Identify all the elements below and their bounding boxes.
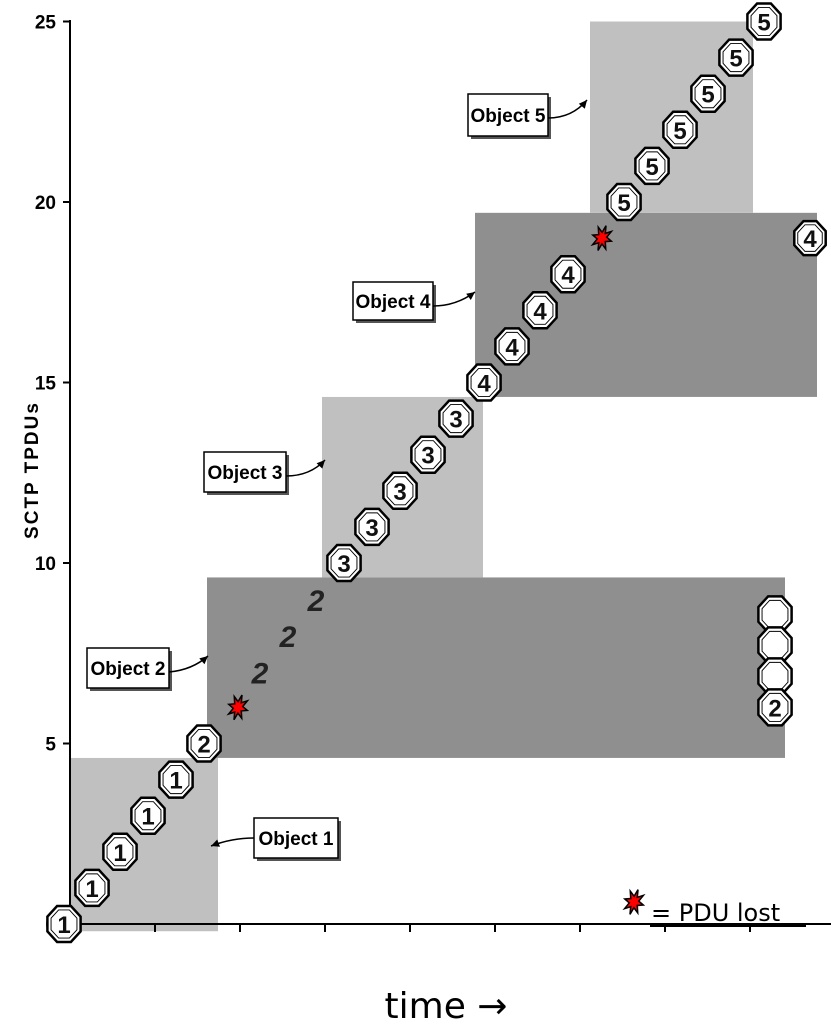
pdu-1-seq-3: 1 — [130, 796, 166, 835]
pdu-4-seq-15: 4 — [466, 363, 502, 402]
svg-text:1: 1 — [141, 804, 154, 831]
svg-text:5: 5 — [645, 154, 658, 181]
pdu-3-seq-14: 3 — [438, 399, 474, 438]
object-4-label: Object 4 — [356, 292, 431, 313]
pdu-3-seq-13: 3 — [410, 435, 446, 474]
svg-text:4: 4 — [561, 262, 575, 289]
svg-text:3: 3 — [393, 479, 406, 506]
pdu-5-seq-21: 5 — [634, 146, 670, 186]
svg-text:1: 1 — [113, 840, 126, 867]
lost-pdu-marker-19 — [590, 224, 614, 252]
pdu-5-seq-20: 5 — [606, 182, 642, 222]
y-tick-label: 25 — [35, 13, 57, 34]
object-3-label: Object 3 — [208, 463, 283, 484]
svg-text:2: 2 — [768, 695, 781, 722]
y-axis-title: SCTP TPDUs — [22, 401, 43, 539]
object-2-label: Object 2 — [91, 659, 166, 680]
y-tick-label: 5 — [45, 735, 56, 756]
svg-text:4: 4 — [505, 334, 519, 361]
pdu-2-seq-5: 2 — [186, 724, 222, 763]
pdu-5-seq-24: 5 — [718, 38, 754, 77]
svg-text:1: 1 — [57, 912, 70, 939]
pdu-5-seq-23: 5 — [690, 74, 726, 113]
y-tick-label: 20 — [35, 193, 56, 214]
pdu-5-seq-22: 5 — [662, 110, 698, 150]
pdu-4-seq-16: 4 — [494, 327, 530, 366]
retransmitted-pdu-4: 4 — [793, 219, 827, 257]
svg-text:5: 5 — [673, 118, 686, 145]
object-4-callout: Object 4 — [352, 281, 476, 323]
object-block-2 — [207, 577, 785, 758]
object-5-label: Object 5 — [471, 106, 546, 127]
svg-text:5: 5 — [701, 82, 714, 109]
svg-text:3: 3 — [337, 551, 350, 578]
svg-text:4: 4 — [803, 226, 817, 253]
legend: = PDU lost — [622, 888, 806, 927]
object-2-callout: Object 2 — [86, 647, 209, 691]
svg-text:2: 2 — [197, 732, 210, 759]
pdu-1-seq-1: 1 — [74, 868, 110, 908]
svg-text:5: 5 — [729, 46, 742, 73]
pdu-unordered-8: 2 — [279, 621, 297, 654]
object-1-label: Object 1 — [259, 829, 334, 850]
lost-pdu-marker-6 — [226, 694, 250, 721]
svg-text:5: 5 — [757, 10, 770, 37]
pdu-unordered-9: 2 — [307, 585, 325, 618]
object-3-callout: Object 3 — [203, 451, 326, 495]
pdu-1-seq-2: 1 — [102, 832, 138, 872]
svg-text:3: 3 — [365, 515, 378, 542]
retransmitted-pdu-2: 2 — [757, 688, 793, 727]
pdu-5-seq-25: 5 — [746, 2, 782, 41]
pdu-3-seq-11: 3 — [354, 507, 390, 547]
object-labels: Object 1 Object 2 Object 3 Object 4 Object 5 — [86, 93, 588, 861]
pdu-3-seq-12: 3 — [382, 471, 418, 511]
svg-text:4: 4 — [477, 371, 491, 398]
pdu-3-seq-10: 3 — [326, 543, 362, 583]
svg-text:1: 1 — [85, 876, 98, 903]
x-axis-title: time → — [385, 986, 508, 1027]
svg-text:3: 3 — [449, 407, 462, 434]
svg-text:3: 3 — [421, 443, 434, 470]
object-1-callout: Object 1 — [210, 817, 341, 861]
legend-lost-icon — [622, 888, 646, 916]
axes — [69, 20, 831, 925]
svg-text:1: 1 — [169, 768, 182, 795]
svg-text:4: 4 — [533, 298, 547, 325]
pdu-1-seq-4: 1 — [158, 760, 194, 799]
object-5-callout: Object 5 — [467, 93, 588, 139]
pdu-4-seq-18: 4 — [550, 254, 586, 294]
legend-text: = PDU lost — [651, 899, 780, 927]
pdu-unordered-7: 2 — [251, 657, 269, 690]
y-tick-label: 15 — [35, 374, 57, 395]
pdu-4-seq-17: 4 — [522, 291, 558, 330]
svg-text:5: 5 — [617, 190, 630, 217]
y-tick-label: 10 — [35, 554, 56, 575]
pdu-1-seq-0: 1 — [46, 904, 82, 944]
